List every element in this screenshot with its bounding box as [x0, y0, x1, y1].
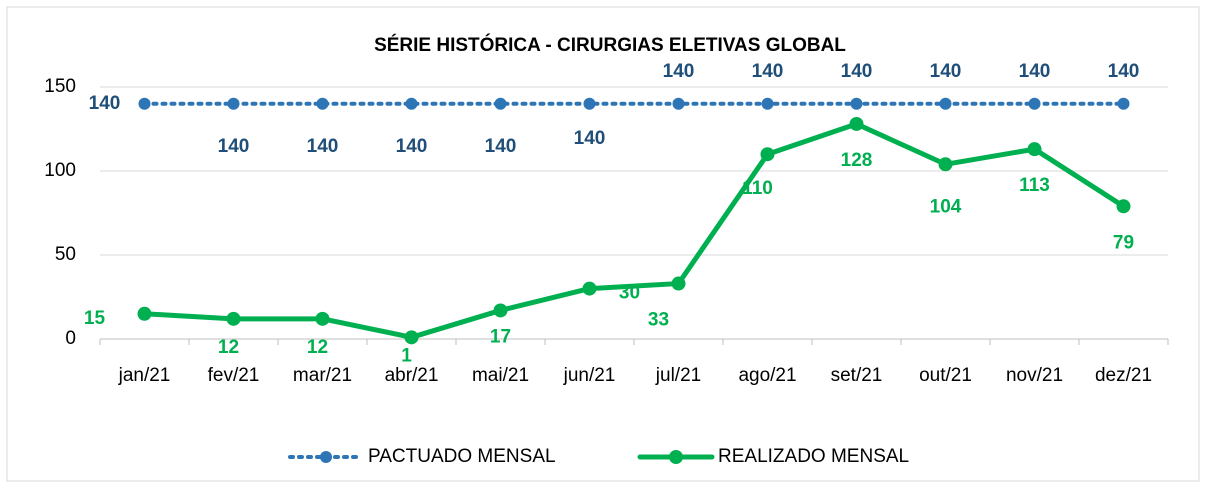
- data-label: 1: [401, 345, 412, 366]
- legend-marker: [320, 451, 332, 463]
- x-tick-label: abr/21: [385, 365, 439, 386]
- data-label: 113: [1019, 175, 1050, 196]
- data-label: 30: [619, 283, 640, 304]
- x-tick-label: out/21: [919, 365, 972, 386]
- marker: [1027, 142, 1042, 157]
- marker: [226, 311, 241, 326]
- x-tick-label: dez/21: [1095, 365, 1152, 386]
- marker: [939, 97, 952, 110]
- marker: [137, 306, 152, 321]
- data-label: 17: [490, 326, 511, 347]
- chart-title: SÉRIE HISTÓRICA - CIRURGIAS ELETIVAS GLO…: [374, 34, 846, 56]
- data-label: 140: [752, 61, 784, 82]
- data-label: 140: [1019, 61, 1051, 82]
- x-tick-label: fev/21: [208, 365, 260, 386]
- x-tick-label: ago/21: [738, 365, 796, 386]
- marker: [493, 303, 508, 318]
- data-label: 12: [307, 337, 328, 358]
- data-label: 140: [307, 136, 339, 157]
- marker: [849, 116, 864, 131]
- data-label: 140: [218, 136, 250, 157]
- y-tick-label: 150: [44, 76, 76, 97]
- marker: [850, 97, 863, 110]
- data-label: 140: [485, 136, 517, 157]
- marker: [1028, 97, 1041, 110]
- data-label: 79: [1113, 232, 1134, 253]
- marker: [227, 97, 240, 110]
- data-label: 140: [574, 128, 606, 149]
- marker: [405, 97, 418, 110]
- marker: [1117, 97, 1130, 110]
- x-tick-label: nov/21: [1006, 365, 1063, 386]
- data-label: 140: [396, 136, 428, 157]
- marker: [583, 97, 596, 110]
- legend-label: PACTUADO MENSAL: [368, 446, 556, 467]
- data-label: 140: [89, 93, 121, 114]
- marker: [938, 157, 953, 172]
- marker: [404, 330, 419, 345]
- marker: [315, 311, 330, 326]
- marker: [582, 281, 597, 296]
- data-label: 140: [663, 61, 695, 82]
- chart-border: [6, 6, 1200, 482]
- legend-marker: [669, 450, 683, 464]
- marker: [672, 97, 685, 110]
- legend-label: REALIZADO MENSAL: [718, 446, 909, 467]
- series-line: [142, 121, 1126, 340]
- data-label: 12: [218, 337, 239, 358]
- data-label: 104: [930, 196, 962, 217]
- y-tick-label: 0: [65, 328, 76, 349]
- marker: [494, 97, 507, 110]
- data-label: 33: [648, 310, 669, 331]
- marker: [138, 97, 151, 110]
- marker: [671, 276, 686, 291]
- data-label: 140: [841, 61, 873, 82]
- x-tick-label: mar/21: [293, 365, 352, 386]
- x-tick-label: jan/21: [118, 365, 171, 386]
- data-label: 128: [841, 150, 873, 171]
- x-tick-label: set/21: [831, 365, 883, 386]
- y-tick-label: 50: [55, 244, 76, 265]
- data-label: 110: [742, 178, 773, 199]
- y-tick-label: 100: [44, 160, 76, 181]
- marker: [316, 97, 329, 110]
- marker: [1116, 199, 1131, 214]
- x-tick-label: jul/21: [655, 365, 701, 386]
- marker: [761, 97, 774, 110]
- data-label: 140: [1108, 61, 1140, 82]
- data-label: 140: [930, 61, 962, 82]
- x-tick-label: mai/21: [472, 365, 529, 386]
- x-tick-label: jun/21: [563, 365, 616, 386]
- data-label: 15: [84, 308, 106, 329]
- marker: [760, 147, 775, 162]
